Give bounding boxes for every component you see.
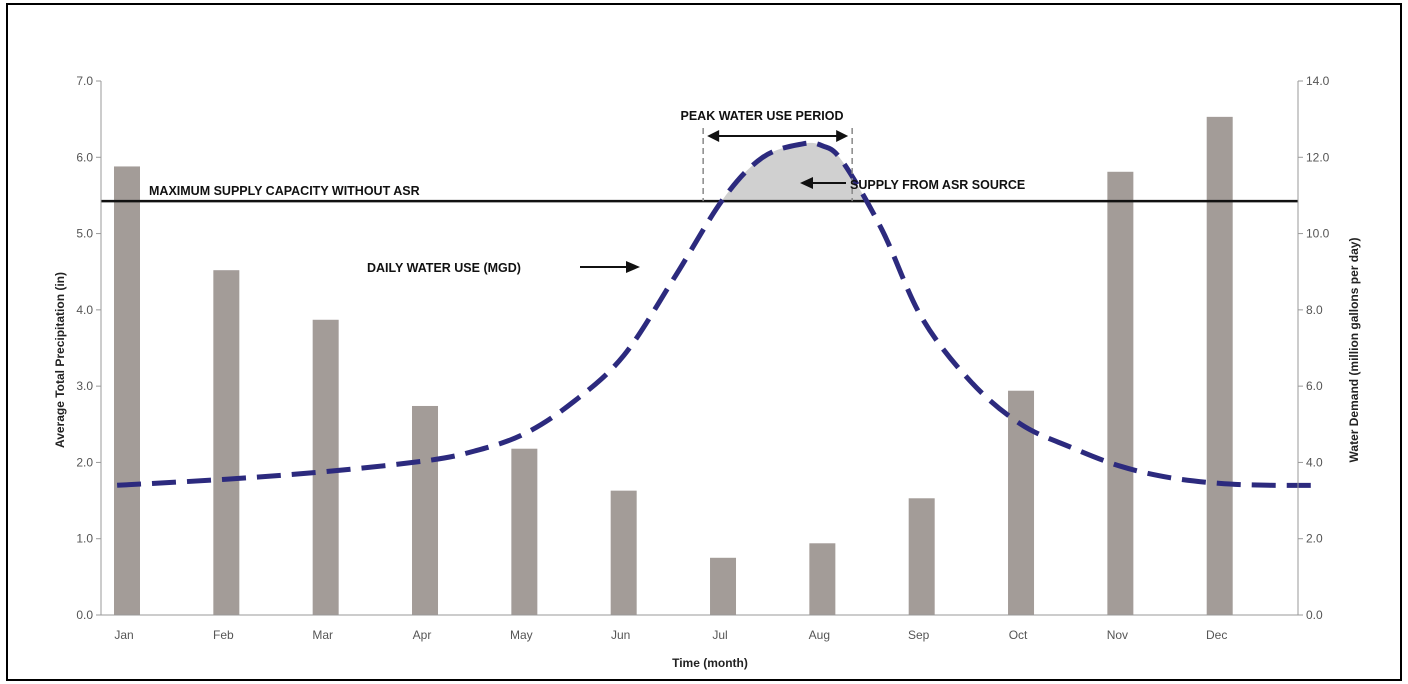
right-tick-label: 14.0	[1306, 74, 1330, 88]
peak-period-arrowhead-left	[707, 130, 720, 142]
precipitation-bars	[114, 116, 1233, 616]
x-tick-label: Jan	[114, 628, 133, 642]
daily-use-label: DAILY WATER USE (MGD)	[367, 261, 521, 275]
left-tick-label: 5.0	[76, 227, 93, 241]
right-tick-label: 12.0	[1306, 150, 1330, 164]
left-tick-label: 3.0	[76, 379, 93, 393]
asr-supply-area	[721, 142, 867, 202]
x-tick-label: Nov	[1107, 628, 1128, 642]
x-tick-label: May	[510, 628, 533, 642]
precipitation-bar	[213, 270, 240, 615]
right-tick-label: 0.0	[1306, 608, 1323, 622]
precipitation-bar	[312, 319, 339, 615]
x-tick-label: Feb	[213, 628, 234, 642]
left-axis-title: Average Total Precipitation (in)	[53, 272, 67, 448]
peak-period-arrowhead-right	[836, 130, 849, 142]
precipitation-bar	[114, 166, 140, 615]
daily-use-arrowhead	[626, 261, 640, 273]
right-tick-label: 6.0	[1306, 379, 1323, 393]
left-tick-label: 6.0	[76, 150, 93, 164]
asr-supply-arrowhead	[800, 177, 813, 189]
precipitation-bar	[511, 448, 538, 615]
left-tick-label: 4.0	[76, 303, 93, 317]
precipitation-bar	[1206, 116, 1233, 616]
right-axis-title: Water Demand (million gallons per day)	[1347, 238, 1361, 463]
right-tick-label: 2.0	[1306, 532, 1323, 546]
peak-period-label: PEAK WATER USE PERIOD	[681, 109, 844, 123]
x-tick-label: Sep	[908, 628, 930, 642]
x-tick-label: Jul	[712, 628, 727, 642]
precipitation-bar	[610, 490, 637, 615]
x-tick-label: Jun	[611, 628, 630, 642]
x-tick-label: Oct	[1009, 628, 1028, 642]
left-tick-label: 1.0	[76, 532, 93, 546]
right-ticks: 0.0 2.0 4.0 6.0 8.0 10.0 12.0 14.0	[1298, 74, 1330, 622]
precipitation-bar	[1107, 171, 1134, 615]
left-tick-label: 0.0	[76, 608, 93, 622]
x-axis-title: Time (month)	[672, 656, 748, 670]
left-tick-label: 7.0	[76, 74, 93, 88]
x-tick-label: Aug	[809, 628, 830, 642]
precipitation-bar	[908, 498, 935, 615]
max-supply-label: MAXIMUM SUPPLY CAPACITY WITHOUT ASR	[149, 184, 420, 198]
precipitation-bar	[809, 543, 836, 615]
x-tick-label: Mar	[312, 628, 333, 642]
x-tick-label: Dec	[1206, 628, 1227, 642]
daily-water-use-line	[116, 140, 1320, 488]
right-tick-label: 8.0	[1306, 303, 1323, 317]
precipitation-bar	[412, 405, 439, 615]
precipitation-bar	[710, 557, 737, 615]
x-ticks: Jan Feb Mar Apr May Jun Jul Aug Sep Oct Nov Dec	[114, 628, 1227, 642]
left-tick-label: 2.0	[76, 455, 93, 469]
asr-supply-shade	[721, 142, 867, 202]
right-tick-label: 10.0	[1306, 227, 1330, 241]
right-tick-label: 4.0	[1306, 455, 1323, 469]
asr-supply-label: SUPPLY FROM ASR SOURCE	[850, 178, 1025, 192]
left-ticks: 0.0 1.0 2.0 3.0 4.0 5.0 6.0 7.0	[76, 74, 101, 622]
x-tick-label: Apr	[413, 628, 432, 642]
